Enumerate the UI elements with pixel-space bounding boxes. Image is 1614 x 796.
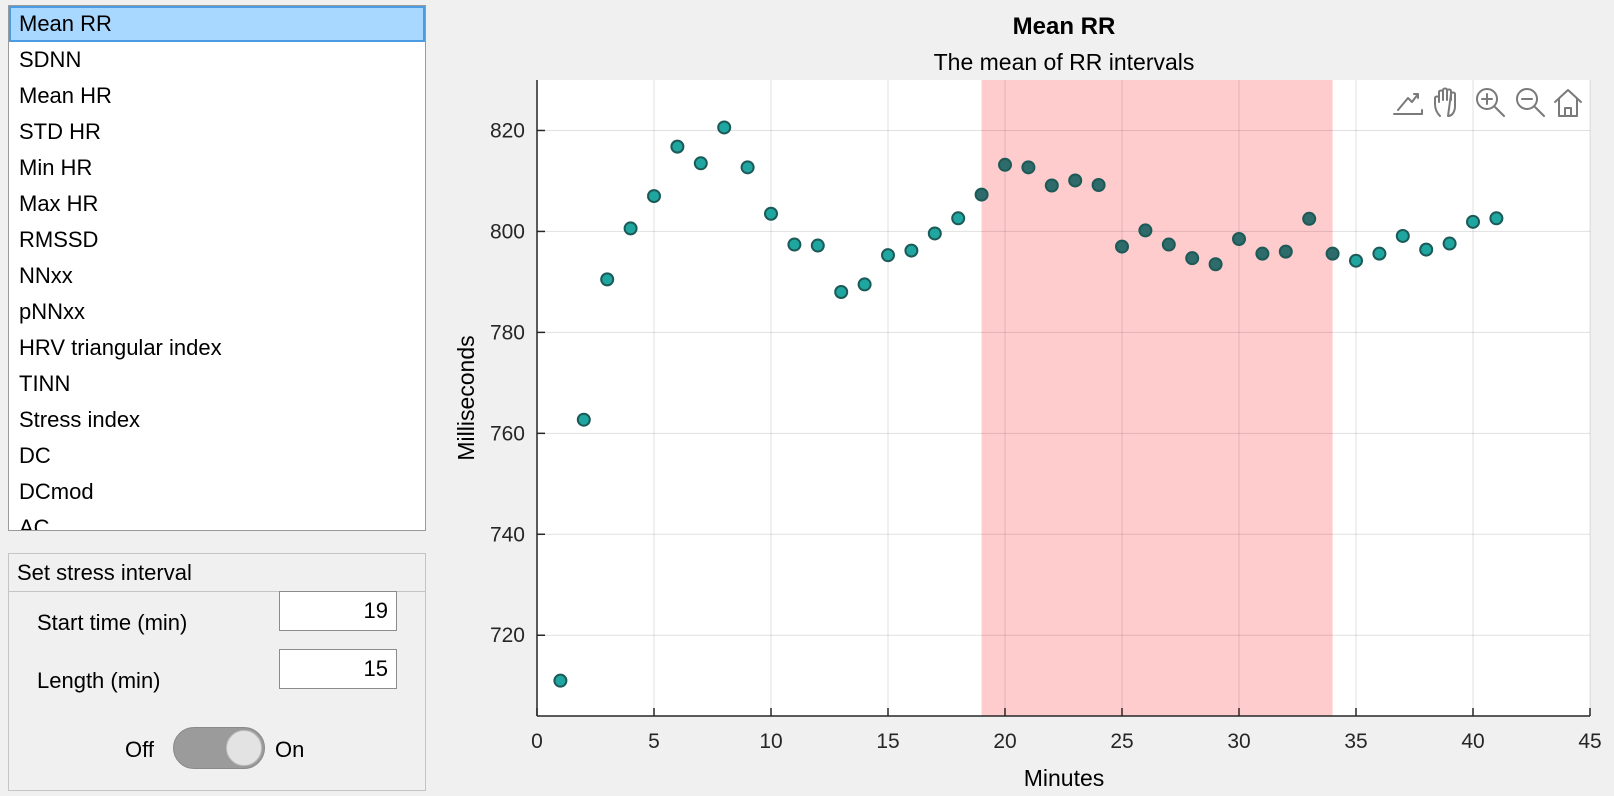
toggle-on-label: On	[275, 737, 305, 762]
stress-interval-highlight	[981, 80, 1333, 716]
data-point	[1068, 173, 1083, 188]
data-point	[764, 206, 778, 221]
data-point	[1138, 223, 1153, 238]
data-point	[1255, 246, 1270, 261]
data-point	[1208, 257, 1223, 272]
data-point	[1185, 251, 1200, 266]
chart-subtitle: The mean of RR intervals	[934, 49, 1195, 75]
length-label: Length (min)	[37, 668, 161, 693]
y-tick-label: 720	[490, 624, 525, 647]
x-tick-label: 25	[1110, 730, 1133, 753]
data-point	[647, 189, 661, 204]
y-axis-label: Milliseconds	[453, 335, 479, 460]
data-point	[740, 160, 755, 175]
metric-list-item[interactable]: AC	[19, 515, 50, 531]
data-point	[576, 412, 591, 427]
stress-interval-panel: Set stress interval Start time (min) Len…	[8, 553, 426, 791]
metric-list-item[interactable]: NNxx	[19, 263, 73, 288]
mean-rr-chart: Mean RR The mean of RR intervals 0 5 10 15 2…	[453, 13, 1602, 791]
panel-title: Set stress interval	[9, 554, 425, 592]
data-point	[974, 187, 989, 202]
data-point	[834, 285, 849, 299]
metric-list-item[interactable]: Max HR	[19, 191, 99, 216]
pan-hand-icon[interactable]	[1434, 87, 1456, 117]
data-point	[1489, 211, 1504, 226]
data-point	[857, 277, 872, 292]
metric-list-item[interactable]: SDNN	[19, 47, 82, 72]
metric-listbox[interactable]: Mean RR SDNN Mean HR STD HR Min HR Max HR RMSS…	[8, 5, 426, 531]
data-point	[1419, 242, 1434, 257]
toggle-knob[interactable]	[226, 730, 262, 766]
zoom-in-icon[interactable]	[1476, 88, 1505, 117]
length-input[interactable]	[279, 649, 397, 689]
y-tick-label: 800	[490, 220, 525, 243]
x-tick-label: 30	[1227, 730, 1250, 753]
data-point	[1466, 214, 1480, 229]
data-point	[1395, 228, 1410, 243]
y-tick-label: 760	[490, 422, 525, 445]
zoom-out-icon[interactable]	[1516, 88, 1545, 117]
data-point	[717, 120, 732, 135]
y-tick-label: 820	[490, 119, 525, 142]
axes-toolbar	[1393, 87, 1582, 117]
data-point	[1278, 244, 1293, 259]
metric-list-item[interactable]: pNNxx	[19, 299, 86, 324]
stress-interval-toggle[interactable]	[173, 727, 265, 769]
export-icon[interactable]	[1393, 93, 1423, 115]
metric-list-item[interactable]: TINN	[19, 371, 71, 396]
metric-list-item[interactable]: Stress index	[19, 407, 141, 432]
x-tick-label: 5	[648, 730, 660, 753]
data-point	[1044, 178, 1059, 193]
data-point	[693, 156, 708, 171]
x-tick-label: 20	[993, 730, 1016, 753]
data-point	[1325, 246, 1340, 261]
data-point	[1091, 177, 1106, 192]
toggle-off-label: Off	[125, 737, 154, 762]
data-point	[600, 272, 615, 287]
y-tick-label: 780	[490, 321, 525, 344]
metric-list-item[interactable]: STD HR	[19, 119, 101, 144]
data-point	[1442, 236, 1457, 251]
data-point	[1349, 253, 1363, 268]
data-point	[881, 248, 895, 263]
x-tick-label: 40	[1461, 730, 1484, 753]
data-points	[553, 120, 1504, 688]
data-point	[951, 211, 966, 226]
data-point	[1302, 211, 1317, 226]
data-point	[623, 221, 638, 236]
y-tick-label: 740	[490, 523, 525, 546]
x-tick-label: 35	[1344, 730, 1367, 753]
data-point	[787, 237, 802, 252]
x-axis-label: Minutes	[1024, 765, 1105, 791]
data-point	[1161, 237, 1176, 252]
grid	[537, 80, 1591, 716]
x-tick-label: 10	[759, 730, 782, 753]
metric-list-item[interactable]: RMSSD	[19, 227, 99, 252]
start-time-input[interactable]	[279, 591, 397, 631]
x-tick-label: 15	[876, 730, 899, 753]
start-time-label: Start time (min)	[37, 610, 188, 635]
data-point	[1115, 239, 1129, 254]
metric-list-item[interactable]: Min HR	[19, 155, 93, 180]
metric-list-item[interactable]: Mean HR	[19, 83, 112, 108]
data-point	[1232, 232, 1246, 246]
data-point	[553, 673, 568, 688]
data-point	[904, 243, 919, 258]
metric-list-item[interactable]: HRV triangular index	[19, 335, 222, 360]
data-point	[927, 226, 942, 241]
data-point	[1372, 246, 1387, 261]
axes: 0 5 10 15 20 25 30 35 40 45 720 740 760 780 800 820	[490, 80, 1602, 753]
home-icon[interactable]	[1554, 89, 1582, 117]
metric-list-item[interactable]: Mean RR	[9, 6, 425, 42]
metric-list-item[interactable]: DC	[19, 443, 51, 468]
x-tick-label: 0	[531, 730, 543, 753]
data-point	[1021, 160, 1036, 175]
data-point	[998, 157, 1012, 172]
data-point	[670, 139, 685, 154]
metric-list-item[interactable]: DCmod	[19, 479, 94, 504]
x-tick-label: 45	[1578, 730, 1601, 753]
data-point	[810, 238, 825, 253]
chart-title: Mean RR	[1013, 13, 1116, 40]
